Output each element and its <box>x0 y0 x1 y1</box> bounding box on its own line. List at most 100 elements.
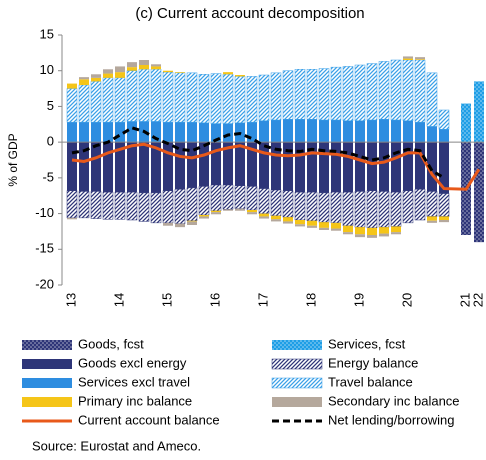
bar-segment <box>163 142 173 191</box>
bar-segment <box>295 142 305 193</box>
bar-segment <box>403 58 413 60</box>
bar-segment <box>415 122 425 143</box>
bar-segment <box>174 189 186 224</box>
bar-segment <box>271 142 281 190</box>
bar-segment <box>211 210 221 213</box>
bar-segment <box>199 122 209 143</box>
bar-segment <box>391 120 401 143</box>
bar-segment <box>474 142 484 243</box>
bar-segment <box>283 119 293 143</box>
y-tick-label: 15 <box>40 26 54 41</box>
bar-segment <box>199 215 209 217</box>
legend-swatch <box>271 358 323 370</box>
bar-segment <box>331 120 341 143</box>
bar-segment <box>127 67 137 71</box>
bar-segment <box>163 122 173 143</box>
bar-segment <box>103 69 113 74</box>
bar-segment <box>103 142 113 193</box>
bar-segment <box>79 142 89 192</box>
bar-segment <box>246 76 258 123</box>
bar-segment <box>223 72 233 75</box>
bar-segment <box>379 119 389 143</box>
legend-swatch <box>271 377 323 389</box>
bar-segment <box>163 222 173 226</box>
bar-segment <box>438 109 450 130</box>
bar-segment <box>331 142 341 193</box>
bar-segment <box>223 209 233 211</box>
x-tick-label: 13 <box>63 293 78 307</box>
bar-segment <box>282 190 294 218</box>
bar-segment <box>223 123 233 143</box>
bar-segment <box>78 84 90 123</box>
legend-swatch <box>272 340 322 350</box>
bar-segment <box>283 221 293 224</box>
bar-segment <box>199 216 209 219</box>
line-series <box>71 126 445 180</box>
bar-segment <box>343 120 353 143</box>
bar-segment <box>67 83 77 89</box>
bar-segment <box>307 220 317 226</box>
x-tick-label: 17 <box>255 293 270 307</box>
legend-label: Goods excl energy <box>78 355 187 370</box>
bar-segment <box>403 120 413 143</box>
bar-segment <box>474 81 484 143</box>
bar-segment <box>439 129 449 143</box>
bar-segment <box>427 216 437 221</box>
bar-segment <box>439 216 449 220</box>
bar-segment <box>234 185 246 209</box>
y-tick-label: 10 <box>40 62 54 77</box>
bar-segment <box>331 222 341 229</box>
bar-segment <box>330 191 342 224</box>
bar-segment <box>402 190 414 224</box>
bar-segment <box>439 220 449 223</box>
legend-label: Services excl travel <box>78 374 190 389</box>
y-tick-label: -10 <box>35 205 54 220</box>
bar-segment <box>79 79 89 85</box>
bar-segment <box>211 123 221 143</box>
bar-segment <box>103 73 113 78</box>
bar-segment <box>210 73 222 124</box>
bar-segment <box>247 142 257 187</box>
bar-segment <box>90 81 102 123</box>
bar-segment <box>415 142 425 190</box>
bar-segment <box>198 74 210 124</box>
bar-segment <box>271 120 281 143</box>
bar-segment <box>247 212 257 215</box>
bar-segment <box>66 88 78 123</box>
bar-segment <box>461 103 471 143</box>
bar-segment <box>187 220 197 222</box>
bar-segment <box>186 187 198 221</box>
bar-segment <box>235 75 245 77</box>
bar-segment <box>414 189 426 221</box>
bar-segment <box>115 142 125 193</box>
x-tick-label: 21 <box>457 293 472 307</box>
legend-label: Primary inc balance <box>78 393 192 408</box>
legend-swatch <box>22 378 72 388</box>
bar-segment <box>67 217 77 220</box>
bar-segment <box>319 222 329 228</box>
bar-segment <box>67 122 77 143</box>
bar-segment <box>271 215 281 220</box>
bar-segment <box>342 66 354 121</box>
bar-segment <box>115 66 125 73</box>
x-tick-label: 16 <box>207 293 222 307</box>
bar-segment <box>354 64 366 121</box>
bar-segment <box>199 142 209 187</box>
bar-segment <box>187 142 197 188</box>
x-tick-label: 14 <box>111 293 126 307</box>
bar-segment <box>210 184 222 211</box>
legend-label: Services, fcst <box>328 336 406 351</box>
legend-swatch <box>22 397 72 407</box>
bar-segment <box>126 191 138 221</box>
bar-segment <box>259 142 269 189</box>
bar-segment <box>139 142 149 193</box>
bar-segment <box>438 193 450 217</box>
bar-segment <box>139 65 149 70</box>
bar-segment <box>115 122 125 143</box>
bar-segment <box>318 68 330 121</box>
bar-segment <box>78 191 90 219</box>
bar-segment <box>187 221 197 225</box>
bar-segment <box>175 223 185 228</box>
bar-segment <box>378 61 390 120</box>
bar-segment <box>307 119 317 143</box>
